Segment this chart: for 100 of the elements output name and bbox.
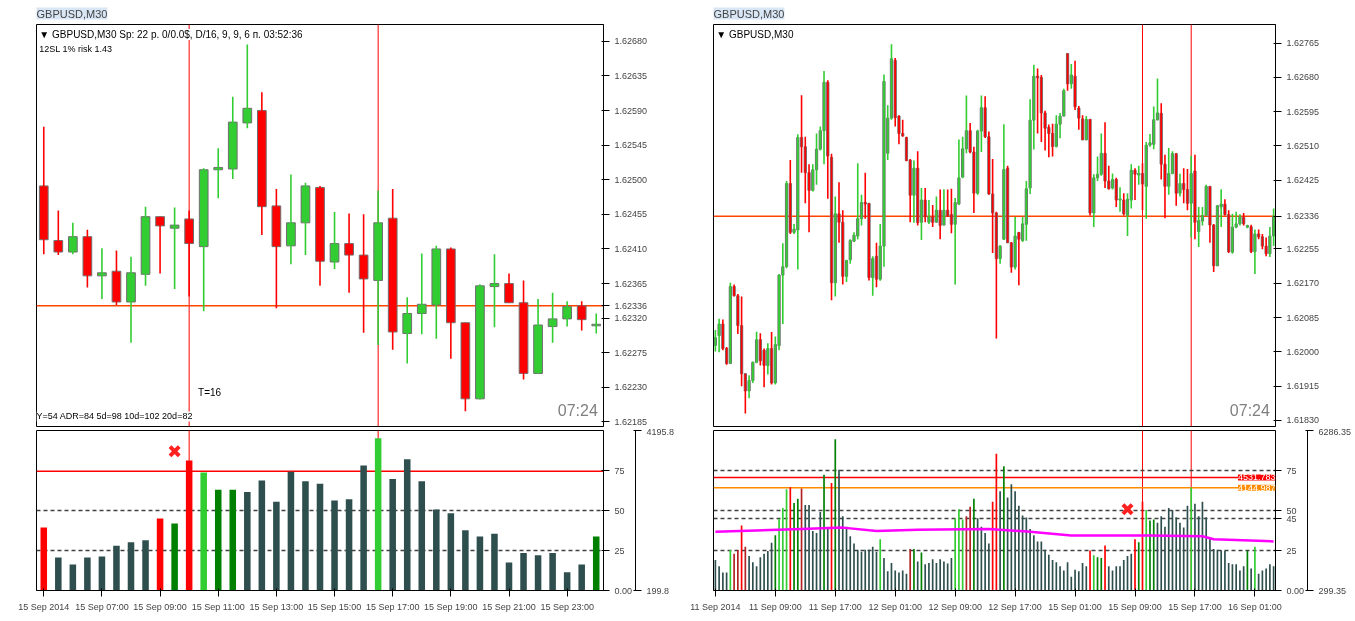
y-tick-label: 45	[1286, 513, 1297, 524]
candlestick	[489, 253, 500, 329]
x-tick-label: 15 Sep 17:00	[1168, 601, 1222, 612]
bar	[462, 530, 469, 591]
bar	[316, 483, 324, 591]
y-tick-label: 1.62230	[614, 382, 648, 393]
candlestick	[518, 279, 529, 381]
y-tick-label: 1.62680	[1286, 72, 1320, 83]
y-tick-label: 1.61915	[1286, 381, 1320, 392]
annotation: ▼ GBPUSD,M30 Sp: 22 p. 0/0.0$, D/16, 9, 9, 6 п. 03:52:36	[39, 29, 304, 41]
candlestick	[169, 206, 180, 290]
ref-line-label: 4531.783	[1237, 472, 1276, 483]
y-tick-label: 75	[614, 465, 625, 476]
x-tick-label: 15 Sep 23:00	[540, 601, 594, 612]
y-tick-label: 1.62680	[614, 36, 648, 47]
y2-tick-label: 6286.35	[1318, 426, 1352, 437]
bar	[156, 518, 164, 591]
bar	[287, 471, 295, 591]
y-tick-label: 1.62765	[1286, 38, 1320, 49]
bar	[578, 564, 585, 591]
bar	[127, 542, 135, 591]
candlestick	[155, 215, 165, 275]
y2-tick-label: 4195.8	[646, 426, 675, 437]
bar	[403, 459, 411, 591]
bar	[592, 536, 600, 591]
y-tick-label: 25	[614, 545, 625, 556]
x-tick-label: 11 Sep 2014	[690, 601, 741, 612]
bar	[520, 553, 527, 591]
bar	[55, 557, 62, 591]
ref-line-label: 1.62336	[614, 300, 648, 311]
bar	[40, 527, 48, 591]
y-tick-label: 1.62255	[1286, 243, 1320, 254]
x-tick-label: 15 Sep 13:00	[249, 601, 304, 612]
candlestick	[547, 291, 558, 344]
bar	[491, 533, 498, 591]
x-tick-label: 11 Sep 09:00	[748, 601, 802, 612]
bar	[476, 536, 484, 591]
x-tick-label: 15 Sep 19:00	[424, 601, 478, 612]
x-tick-label: 12 Sep 17:00	[988, 601, 1042, 612]
x-tick-label: 15 Sep 2014	[18, 601, 70, 612]
candlestick	[300, 182, 311, 256]
bar	[389, 478, 396, 591]
chart-title: GBPUSD,M30	[713, 7, 785, 20]
y-tick-label: 50	[614, 505, 625, 516]
y-tick-label: 1.62635	[614, 71, 648, 81]
line-series	[714, 526, 1275, 543]
bar	[142, 540, 149, 591]
bar	[345, 499, 353, 591]
candlestick	[576, 300, 587, 332]
candlestick	[198, 167, 209, 312]
x-tick-label: 12 Sep 09:00	[928, 601, 982, 612]
bar	[360, 465, 367, 591]
y-tick-label: 1.62500	[614, 174, 648, 185]
candlestick	[53, 209, 64, 256]
bar	[200, 472, 207, 591]
candlestick	[111, 249, 122, 306]
y-tick-label: 1.62275	[614, 347, 648, 358]
bar	[302, 481, 309, 591]
y-tick-label: 25	[1286, 545, 1297, 556]
y-tick-label: 1.62085	[1286, 312, 1320, 323]
candlestick	[242, 43, 253, 130]
x-tick-label: 15 Sep 21:00	[482, 601, 536, 612]
bar	[418, 481, 426, 591]
candlestick	[358, 213, 369, 334]
y-tick-label: 1.62170	[1286, 278, 1320, 289]
bar	[84, 557, 91, 591]
candlestick	[387, 188, 398, 351]
y-tick-label: 1.62590	[614, 105, 648, 116]
candlestick	[82, 228, 93, 289]
x-tick-label: 15 Sep 09:00	[133, 601, 187, 612]
bar	[113, 545, 120, 591]
candlestick	[329, 211, 340, 270]
y-tick-label: 1.62185	[614, 416, 648, 427]
annotation: 07:24	[1229, 401, 1270, 419]
y-tick-label: 1.62410	[614, 243, 648, 254]
candlestick	[271, 188, 282, 309]
y-tick-label: 75	[1286, 465, 1297, 476]
bar	[214, 489, 222, 591]
bar	[534, 555, 542, 591]
annotation: 12SL 1% risk 1.43	[39, 43, 113, 54]
annotation: Y=54 ADR=84 5d=98 10d=102 20d=82	[36, 411, 193, 422]
y-tick-label: 1.62595	[1286, 106, 1320, 117]
bar	[258, 480, 266, 591]
y-tick-label: 0.00	[614, 585, 633, 596]
annotation: ▼ GBPUSD,M30	[716, 29, 794, 41]
candlestick	[431, 245, 442, 340]
y-tick-label: 1.62320	[614, 313, 648, 324]
y2-tick-label: 199.8	[646, 585, 670, 596]
candlestick	[460, 321, 471, 412]
y-tick-label: 0.00	[1286, 585, 1305, 596]
bar	[374, 438, 382, 591]
bar	[171, 523, 178, 591]
bar	[447, 513, 455, 591]
bar	[563, 572, 571, 591]
ref-line-label: 1.62336	[1286, 211, 1320, 222]
bar	[273, 501, 280, 591]
y-tick-label: 1.62425	[1286, 175, 1320, 186]
x-tick-label: 16 Sep 01:00	[1228, 601, 1282, 612]
x-tick-label: 12 Sep 01:00	[868, 601, 922, 612]
x-tick-label: 15 Sep 17:00	[365, 601, 420, 612]
